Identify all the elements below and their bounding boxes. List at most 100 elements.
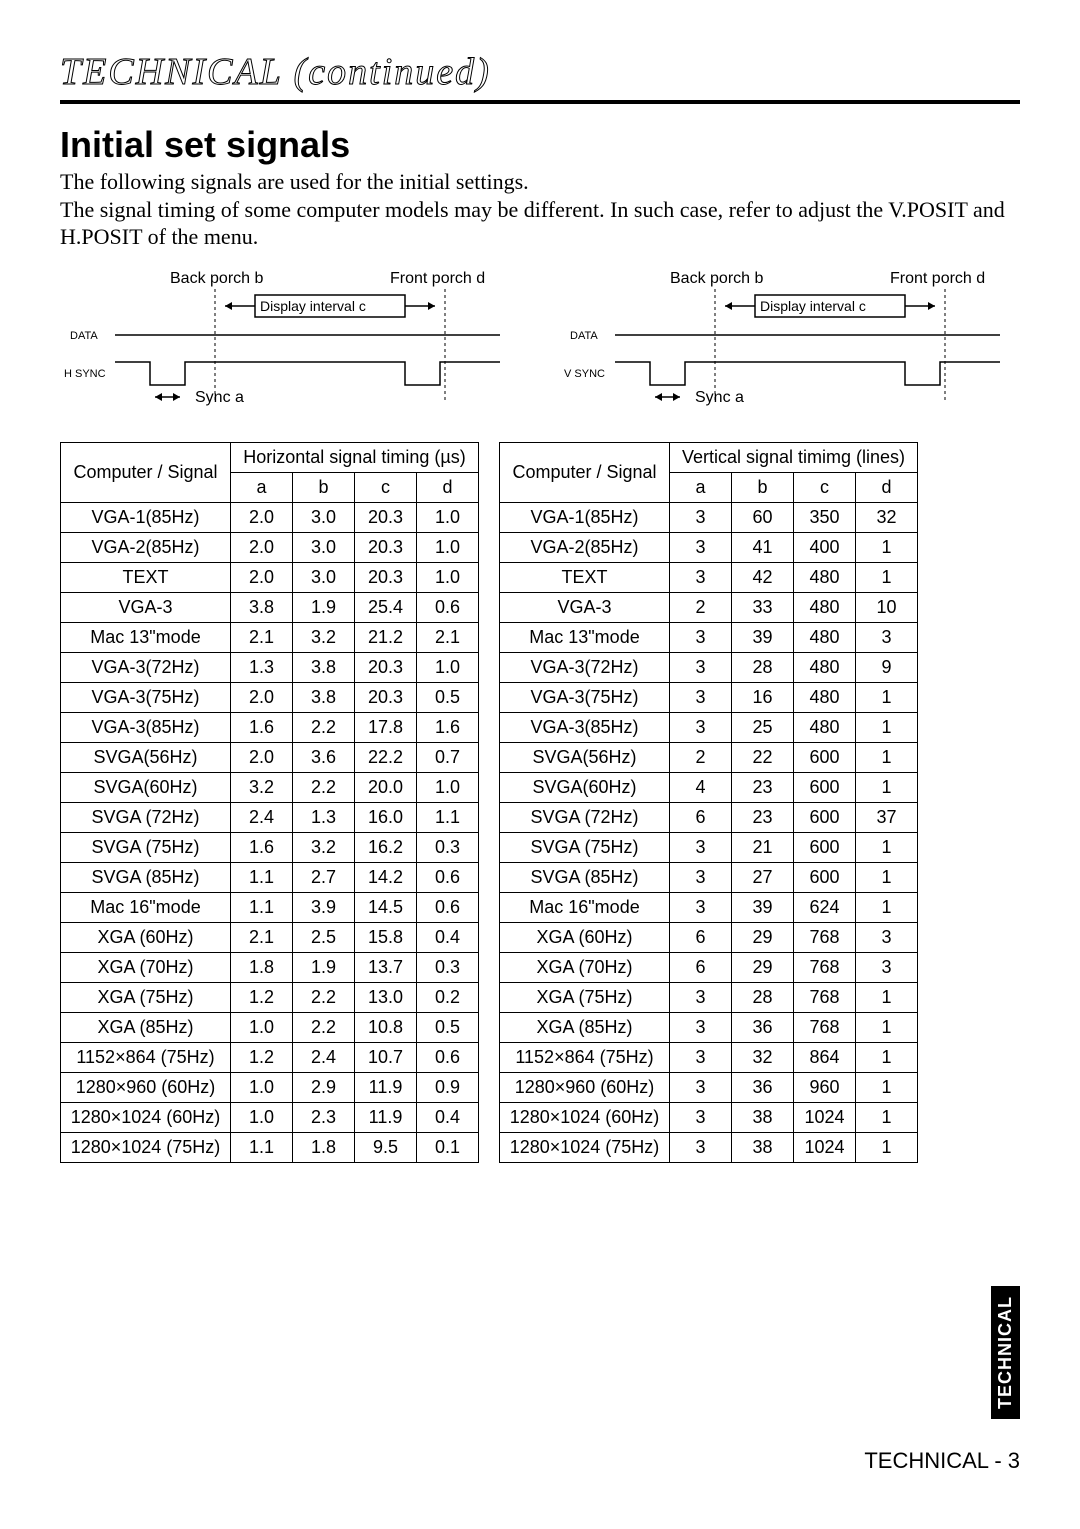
vtable-cell: SVGA(56Hz)	[500, 742, 670, 772]
vtable-cell: 1	[856, 832, 918, 862]
vtable-cell: 1	[856, 1012, 918, 1042]
vtable-cell: 1280×960 (60Hz)	[500, 1072, 670, 1102]
htable-cell: 1.9	[293, 592, 355, 622]
vtable-cell: 10	[856, 592, 918, 622]
vtable-cell: 3	[670, 982, 732, 1012]
vtable-cell: 1	[856, 532, 918, 562]
vtable-cell: XGA (75Hz)	[500, 982, 670, 1012]
htable-cell: 10.8	[355, 1012, 417, 1042]
vtable-cell: 1	[856, 1042, 918, 1072]
vtable-cell: 38	[732, 1102, 794, 1132]
vtable-cell: Mac 16"mode	[500, 892, 670, 922]
htable-cell: 2.0	[231, 682, 293, 712]
label-sync-a: Sync a	[195, 389, 244, 406]
htable-cell: 0.5	[417, 1012, 479, 1042]
htable-cell: 1.3	[293, 802, 355, 832]
vtable-cell: 6	[670, 802, 732, 832]
vtable-cell: 1	[856, 682, 918, 712]
vtable-cell: 33	[732, 592, 794, 622]
htable-cell: SVGA(56Hz)	[61, 742, 231, 772]
vtable-cell: 32	[856, 502, 918, 532]
vtable-cell: 480	[794, 712, 856, 742]
label-sync-a-v: Sync a	[695, 389, 744, 406]
htable-cell: 16.2	[355, 832, 417, 862]
vertical-signal-table: Computer / Signal Vertical signal timimg…	[499, 442, 918, 1163]
htable-cell: 2.2	[293, 712, 355, 742]
htable-cell: 3.8	[293, 652, 355, 682]
vtable-cell: XGA (85Hz)	[500, 1012, 670, 1042]
htable-cell: 2.0	[231, 562, 293, 592]
vtable-header-signal: Computer / Signal	[500, 442, 670, 502]
htable-cell: VGA-2(85Hz)	[61, 532, 231, 562]
vtable-cell: 1	[856, 712, 918, 742]
table-row: SVGA (72Hz)2.41.316.01.1	[61, 802, 479, 832]
table-row: TEXT3424801	[500, 562, 918, 592]
label-back-porch: Back porch b	[170, 270, 263, 287]
side-tab: TECHNICAL	[991, 1286, 1020, 1419]
htable-cell: XGA (85Hz)	[61, 1012, 231, 1042]
htable-cell: 1152×864 (75Hz)	[61, 1042, 231, 1072]
vtable-cell: 768	[794, 922, 856, 952]
table-row: SVGA (85Hz)3276001	[500, 862, 918, 892]
title-rule	[60, 100, 1020, 104]
htable-cell: 3.9	[293, 892, 355, 922]
vtable-cell: 60	[732, 502, 794, 532]
htable-cell: 15.8	[355, 922, 417, 952]
table-row: SVGA (85Hz)1.12.714.20.6	[61, 862, 479, 892]
htable-cell: 3.0	[293, 562, 355, 592]
vtable-cell: 3	[670, 1132, 732, 1162]
vtable-cell: 3	[670, 562, 732, 592]
htable-cell: 2.0	[231, 742, 293, 772]
vtable-cell: 28	[732, 652, 794, 682]
vtable-cell: 37	[856, 802, 918, 832]
htable-cell: 22.2	[355, 742, 417, 772]
label-front-porch: Front porch d	[390, 270, 485, 287]
vtable-cell: 600	[794, 742, 856, 772]
htable-cell: 14.2	[355, 862, 417, 892]
vtable-cell: Mac 13"mode	[500, 622, 670, 652]
htable-cell: 20.0	[355, 772, 417, 802]
htable-cell: 20.3	[355, 682, 417, 712]
htable-cell: SVGA(60Hz)	[61, 772, 231, 802]
htable-cell: 10.7	[355, 1042, 417, 1072]
vtable-cell: 6	[670, 952, 732, 982]
table-row: VGA-3(72Hz)3284809	[500, 652, 918, 682]
vtable-cell: 3	[670, 1012, 732, 1042]
htable-cell: SVGA (85Hz)	[61, 862, 231, 892]
htable-cell: 0.9	[417, 1072, 479, 1102]
vtable-cell: 400	[794, 532, 856, 562]
table-row: SVGA (75Hz)1.63.216.20.3	[61, 832, 479, 862]
htable-cell: 1.0	[231, 1072, 293, 1102]
vtable-cell: 480	[794, 622, 856, 652]
vtable-cell: 1280×1024 (75Hz)	[500, 1132, 670, 1162]
htable-sub-d: d	[417, 472, 479, 502]
htable-cell: 3.0	[293, 532, 355, 562]
vtable-cell: 624	[794, 892, 856, 922]
vtable-cell: 6	[670, 922, 732, 952]
htable-cell: 0.1	[417, 1132, 479, 1162]
vtable-cell: 29	[732, 922, 794, 952]
table-row: VGA-1(85Hz)36035032	[500, 502, 918, 532]
vtable-cell: 600	[794, 802, 856, 832]
table-row: VGA-3(75Hz)2.03.820.30.5	[61, 682, 479, 712]
htable-cell: 1.0	[417, 502, 479, 532]
vtable-cell: VGA-3(72Hz)	[500, 652, 670, 682]
label-display-interval-v: Display interval c	[760, 298, 866, 314]
htable-cell: 0.6	[417, 592, 479, 622]
table-row: SVGA(60Hz)4236001	[500, 772, 918, 802]
vtable-cell: SVGA (75Hz)	[500, 832, 670, 862]
htable-cell: 2.4	[231, 802, 293, 832]
vtable-cell: 3	[670, 1102, 732, 1132]
vtable-cell: 38	[732, 1132, 794, 1162]
vtable-cell: 600	[794, 772, 856, 802]
htable-cell: 0.6	[417, 1042, 479, 1072]
vtable-cell: 960	[794, 1072, 856, 1102]
vtable-cell: 1	[856, 772, 918, 802]
htable-cell: 9.5	[355, 1132, 417, 1162]
vtable-cell: VGA-3(85Hz)	[500, 712, 670, 742]
table-row: SVGA(56Hz)2226001	[500, 742, 918, 772]
htable-cell: 1.1	[231, 1132, 293, 1162]
htable-cell: 1.0	[417, 652, 479, 682]
vtable-cell: 23	[732, 802, 794, 832]
htable-cell: 20.3	[355, 562, 417, 592]
